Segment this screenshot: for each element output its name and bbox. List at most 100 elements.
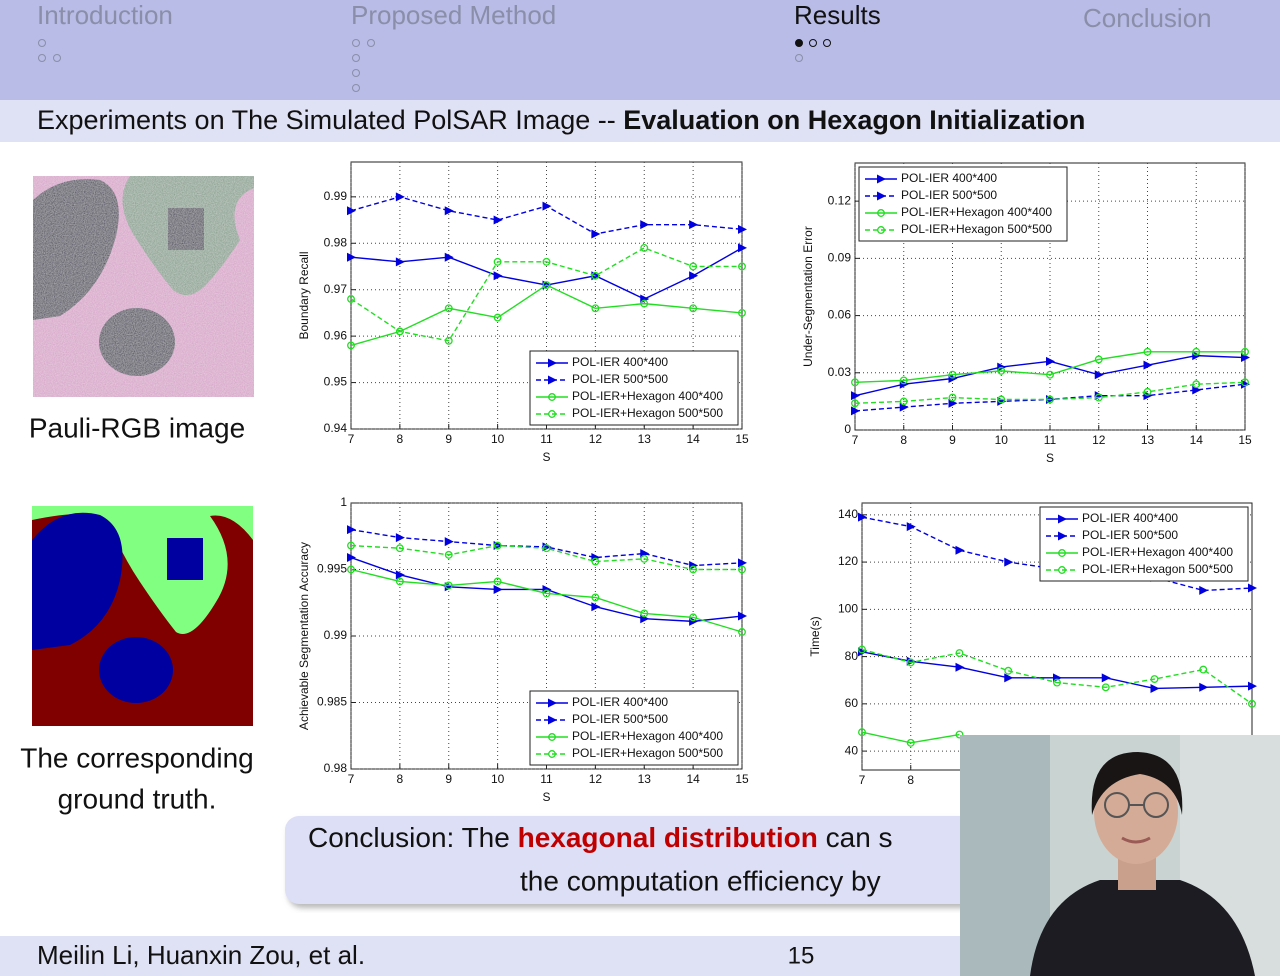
y-tick-label: 0.94 <box>324 421 348 435</box>
x-tick-label: 12 <box>589 432 603 446</box>
marker <box>689 613 698 622</box>
marker <box>1094 370 1104 380</box>
x-tick-label: 15 <box>1238 433 1252 447</box>
y-axis-label: Boundary Recall <box>297 251 311 339</box>
nav-item[interactable]: Introduction <box>37 0 173 30</box>
title-bold: Evaluation on Hexagon Initialization <box>623 105 1085 135</box>
marker <box>1004 673 1014 683</box>
x-tick-label: 7 <box>859 773 866 787</box>
marker <box>851 391 860 401</box>
marker <box>591 304 600 313</box>
marker <box>640 554 649 563</box>
marker <box>1101 673 1111 683</box>
x-tick-label: 7 <box>852 433 859 447</box>
conclusion-line: Conclusion: The hexagonal distribution c… <box>308 822 893 853</box>
legend-marker <box>548 715 557 725</box>
marker <box>591 229 601 239</box>
nav-item[interactable]: Results <box>794 0 881 30</box>
legend-label: POL-IER+Hexagon 400*400 <box>901 205 1052 219</box>
legend-marker <box>548 358 557 368</box>
nav-item[interactable]: Proposed Method <box>351 0 556 30</box>
marker <box>444 252 454 262</box>
y-tick-label: 1 <box>340 495 347 509</box>
legend-marker <box>877 226 885 234</box>
legend-marker <box>548 750 556 758</box>
marker <box>1192 347 1201 356</box>
marker <box>493 313 502 322</box>
marker <box>1004 557 1014 567</box>
marker <box>542 257 551 266</box>
marker <box>591 271 600 280</box>
marker <box>1199 585 1209 595</box>
marker <box>395 192 405 202</box>
nav-item[interactable]: Conclusion <box>1083 3 1212 33</box>
legend-label: POL-IER+Hexagon 400*400 <box>572 729 723 743</box>
marker <box>899 376 908 385</box>
y-tick-label: 0.09 <box>828 251 852 265</box>
marker <box>347 525 356 535</box>
series-line <box>350 544 742 571</box>
marker <box>1199 682 1209 692</box>
x-tick-label: 8 <box>397 432 404 446</box>
series-line <box>861 731 960 744</box>
series-line <box>350 247 742 342</box>
marker <box>899 397 908 406</box>
legend-marker <box>548 733 556 741</box>
marker <box>738 611 747 621</box>
marker <box>1248 583 1257 593</box>
marker <box>395 544 404 553</box>
y-tick-label: 0.06 <box>828 308 852 322</box>
marker <box>1094 355 1103 364</box>
nav-band <box>0 0 1280 100</box>
title-text: Experiments on The Simulated PolSAR Imag… <box>37 105 623 135</box>
marker <box>395 577 404 586</box>
marker <box>640 609 649 618</box>
marker <box>444 550 453 559</box>
marker <box>542 544 551 553</box>
marker <box>493 584 503 594</box>
y-tick-label: 0.99 <box>324 628 348 642</box>
marker <box>347 295 355 303</box>
x-tick-label: 8 <box>907 773 914 787</box>
y-axis-label: Time(s) <box>808 616 822 656</box>
legend-marker <box>1058 549 1066 557</box>
x-tick-label: 11 <box>540 432 553 446</box>
marker <box>493 271 503 281</box>
x-tick-label: 13 <box>638 772 652 786</box>
marker <box>738 565 746 574</box>
x-tick-label: 12 <box>589 772 603 786</box>
marker <box>1241 378 1249 387</box>
marker <box>542 281 551 290</box>
x-tick-label: 11 <box>540 772 553 786</box>
marker <box>640 299 649 308</box>
marker <box>858 728 866 737</box>
slide-title: Experiments on The Simulated PolSAR Imag… <box>37 105 1085 135</box>
legend-marker <box>877 174 886 184</box>
legend-label: POL-IER 400*400 <box>572 355 668 369</box>
marker <box>493 577 502 586</box>
conclusion-text: Conclusion: The <box>308 822 518 853</box>
marker <box>1199 665 1208 674</box>
x-tick-label: 8 <box>900 433 907 447</box>
x-tick-label: 10 <box>995 433 1009 447</box>
marker <box>738 308 746 317</box>
marker <box>444 582 454 592</box>
legend-label: POL-IER 400*400 <box>1082 511 1178 525</box>
x-tick-label: 14 <box>686 432 700 446</box>
y-tick-label: 0.95 <box>324 375 348 389</box>
marker <box>738 558 747 568</box>
marker <box>1150 675 1159 683</box>
y-tick-label: 140 <box>838 507 858 521</box>
y-tick-label: 100 <box>838 601 858 615</box>
y-tick-label: 120 <box>838 554 858 568</box>
x-tick-label: 7 <box>348 432 355 446</box>
y-tick-label: 0.03 <box>828 365 852 379</box>
marker <box>493 541 502 550</box>
marker <box>493 257 502 266</box>
marker <box>640 243 649 252</box>
marker <box>347 341 355 350</box>
marker <box>591 553 601 563</box>
marker <box>542 542 552 552</box>
y-tick-label: 0.995 <box>317 562 347 576</box>
